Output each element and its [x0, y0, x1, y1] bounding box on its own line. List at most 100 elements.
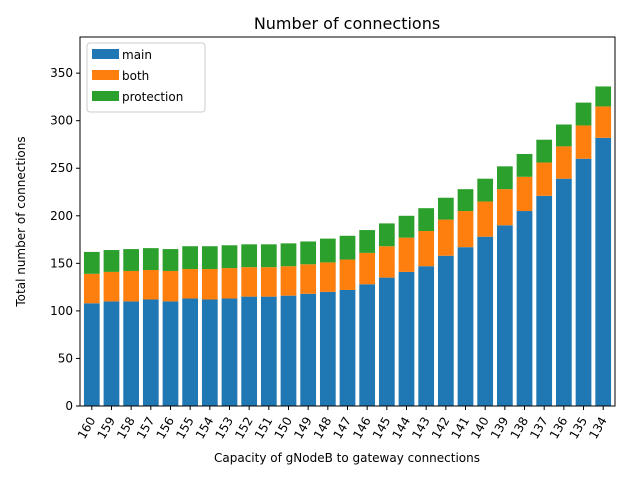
- bar-protection-158: [123, 249, 140, 271]
- x-tick-label: 138: [508, 415, 532, 442]
- bar-protection-157: [142, 248, 159, 271]
- bar-protection-143: [418, 208, 435, 232]
- bar-both-156: [162, 270, 179, 302]
- bar-both-148: [319, 262, 336, 292]
- bar-protection-160: [83, 251, 100, 274]
- bar-both-144: [398, 237, 415, 272]
- x-tick-label: 149: [291, 415, 315, 442]
- x-tick-label: 156: [153, 415, 177, 442]
- x-axis-ticks: 1601591581571561551541531521511501491481…: [75, 406, 610, 441]
- bar-main-143: [418, 266, 435, 406]
- y-tick-label: 100: [50, 304, 73, 318]
- x-tick-label: 145: [370, 415, 394, 442]
- bar-main-144: [398, 271, 415, 406]
- bar-protection-150: [280, 243, 297, 267]
- plot-frame: [79, 36, 616, 407]
- bar-main-141: [457, 247, 474, 406]
- x-tick-label: 140: [468, 415, 492, 442]
- x-tick-label: 136: [547, 415, 571, 442]
- bar-main-138: [516, 211, 533, 406]
- bar-both-154: [201, 269, 218, 300]
- x-axis-label: Capacity of gNodeB to gateway connection…: [214, 451, 480, 465]
- bar-both-155: [182, 269, 199, 299]
- bar-both-158: [123, 270, 140, 302]
- x-tick-label: 150: [272, 415, 296, 442]
- y-tick-label: 150: [50, 256, 73, 270]
- bar-main-159: [103, 301, 120, 406]
- bar-main-139: [496, 225, 513, 406]
- x-tick-label: 137: [527, 415, 551, 442]
- bar-protection-141: [457, 189, 474, 212]
- bar-protection-147: [339, 235, 356, 260]
- x-tick-label: 152: [232, 415, 256, 442]
- bar-main-152: [241, 296, 258, 406]
- bar-protection-142: [437, 197, 454, 220]
- x-tick-label: 159: [94, 415, 118, 442]
- y-tick-label: 50: [58, 351, 73, 365]
- bar-protection-155: [182, 246, 199, 270]
- x-tick-label: 155: [173, 415, 197, 442]
- bar-protection-134: [595, 86, 612, 107]
- bar-main-137: [536, 195, 553, 406]
- bar-main-142: [437, 255, 454, 406]
- bar-main-145: [378, 277, 395, 406]
- bar-protection-153: [221, 245, 238, 269]
- bar-both-160: [83, 273, 100, 304]
- bar-main-147: [339, 289, 356, 406]
- y-axis-label: Total number of connections: [14, 136, 28, 307]
- bar-protection-135: [575, 102, 592, 126]
- bar-both-145: [378, 246, 395, 278]
- x-tick-label: 143: [409, 415, 433, 442]
- x-tick-label: 153: [213, 415, 237, 442]
- bar-protection-152: [241, 244, 258, 268]
- y-tick-label: 200: [50, 209, 73, 223]
- x-tick-label: 147: [331, 415, 355, 442]
- x-tick-label: 142: [429, 415, 453, 442]
- bar-main-136: [555, 178, 572, 406]
- bar-both-142: [437, 219, 454, 256]
- bar-both-152: [241, 267, 258, 297]
- bar-both-140: [477, 201, 494, 237]
- bar-main-153: [221, 298, 238, 406]
- x-tick-label: 158: [114, 415, 138, 442]
- bar-both-153: [221, 268, 238, 299]
- bar-both-146: [359, 252, 376, 285]
- bar-protection-138: [516, 153, 533, 177]
- bar-protection-136: [555, 124, 572, 147]
- bar-both-149: [300, 264, 317, 294]
- bar-main-134: [595, 137, 612, 407]
- legend-label-both: both: [122, 69, 149, 83]
- bar-both-134: [595, 106, 612, 138]
- legend: main both protection: [86, 42, 206, 113]
- legend-swatch-both: [92, 70, 119, 80]
- bar-main-151: [260, 296, 277, 406]
- bar-protection-145: [378, 223, 395, 247]
- x-tick-label: 135: [567, 415, 591, 442]
- x-tick-label: 160: [75, 415, 99, 442]
- bar-both-135: [575, 125, 592, 159]
- bar-main-155: [182, 298, 199, 406]
- bar-main-140: [477, 236, 494, 406]
- x-tick-label: 157: [134, 415, 158, 442]
- chart-title: Number of connections: [254, 14, 440, 33]
- bar-both-159: [103, 271, 120, 302]
- bar-both-147: [339, 259, 356, 290]
- x-tick-label: 148: [311, 415, 335, 442]
- bar-main-160: [83, 303, 100, 406]
- bar-main-156: [162, 301, 179, 406]
- bar-both-157: [142, 270, 159, 300]
- y-axis-ticks: 0 50 100 150 200 250 300 350: [50, 66, 80, 413]
- bar-protection-159: [103, 250, 120, 272]
- bar-both-136: [555, 146, 572, 179]
- bar-main-158: [123, 301, 140, 406]
- bar-protection-149: [300, 241, 317, 265]
- bar-protection-146: [359, 230, 376, 253]
- bar-main-149: [300, 293, 317, 406]
- bar-protection-137: [536, 139, 553, 163]
- bar-protection-154: [201, 246, 218, 270]
- bar-protection-140: [477, 178, 494, 202]
- x-tick-label: 144: [390, 415, 414, 442]
- bar-main-135: [575, 158, 592, 406]
- x-tick-label: 146: [350, 415, 374, 442]
